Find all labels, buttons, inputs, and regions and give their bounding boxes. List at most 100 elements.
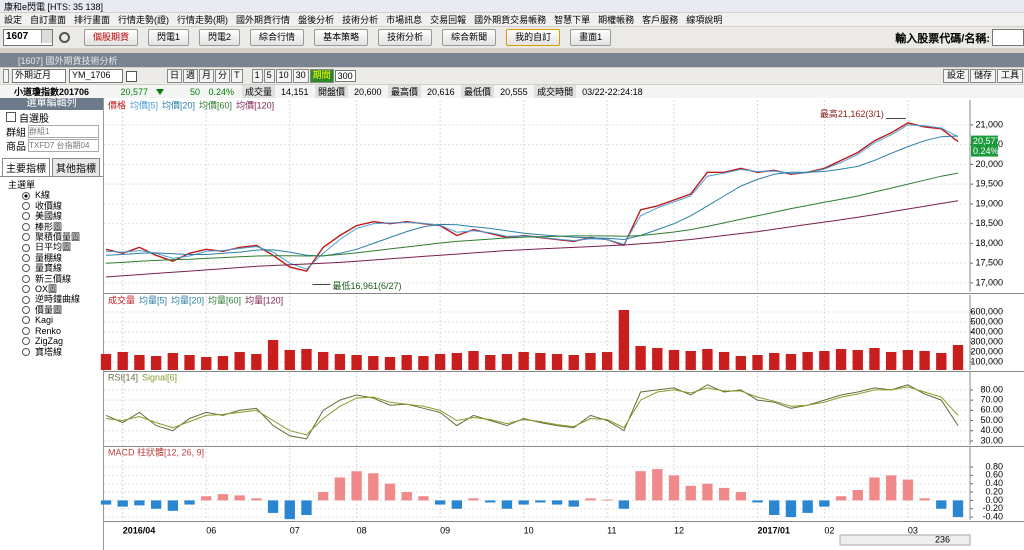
code-combo[interactable]: 1607 [3,29,53,46]
field-select[interactable]: 群組1 [28,124,99,138]
dropdown[interactable]: YM_1706 [69,69,123,83]
menu-item[interactable]: 智慧下單 [554,15,591,25]
window-title-bar: [1607] 國外期貨技術分析 [0,53,1024,67]
tree-item[interactable]: ZigZag [8,336,103,346]
menu-item[interactable]: 市場訊息 [386,15,423,25]
menu-item[interactable]: 交易回報 [430,15,467,25]
tree-label: Kagi [35,315,54,326]
window-title: [1607] 國外期貨技術分析 [18,55,118,66]
menu-item[interactable]: 行情走勢(證) [118,15,170,25]
tool-button[interactable]: 儲存 [969,69,996,83]
menu-item[interactable]: 線項說明 [686,15,723,25]
radio [22,274,30,283]
tree-label: 量棚線 [35,252,63,263]
dropdown-arrow [41,30,52,43]
tree-item[interactable]: 收價線 [8,201,103,211]
menu-item[interactable]: 自訂畫面 [30,15,67,25]
checkbox[interactable] [126,70,137,82]
dropdown-value: 外期近月 [15,70,52,80]
toolbar-button[interactable]: 我的自訂 [506,29,561,46]
menu-item[interactable]: 設定 [4,15,23,25]
play-button[interactable] [3,69,9,83]
chart-area [104,98,1024,550]
tree-item[interactable]: OX圖 [8,284,103,294]
tool-button[interactable]: 工具 [996,69,1023,83]
side-panel: 選單編輯列 自選股 群組 群組1 商品 TXFD7 台指期04 主要指標 其他指標 主選單 K線收… [0,98,104,550]
search-icon[interactable] [59,32,70,43]
field-label: 最高價 [388,85,422,98]
side-header: 選單編輯列 [0,98,103,110]
radio [22,316,30,325]
tab[interactable]: 主要指標 [2,158,50,176]
tree-item[interactable]: Renko [8,326,103,336]
toolbar-button[interactable]: 技術分析 [378,29,433,46]
tree-label: OX圖 [35,284,58,295]
radio [22,233,30,242]
tree-item[interactable]: 日平均圖 [8,242,103,252]
period-button[interactable]: 週 [183,69,199,83]
change: 50 [189,86,200,97]
tree-item[interactable]: 聚積價量圖 [8,232,103,242]
period-button[interactable]: 月 [199,69,215,83]
menu-item[interactable]: 排行畫面 [74,15,111,25]
menu-item[interactable]: 客戶服務 [642,15,679,25]
quote-info: 小道瓊指數201706 20,577 50 0.24% 成交量 14,151 開盤價 20,6… [0,85,1024,98]
tree-item[interactable]: 量棚線 [8,253,103,263]
tree-item[interactable]: K線 [8,190,103,200]
last-price: 20,577 [120,86,148,97]
menu-item[interactable]: 盤後分析 [298,15,335,25]
toolbar-button[interactable]: 綜合行情 [250,29,305,46]
tree-item[interactable]: 新三價線 [8,274,103,284]
tree-root[interactable]: 主選單 [8,180,36,190]
radio [22,337,30,346]
menu-item[interactable]: 國外期貨交易帳務 [474,15,547,25]
menu-item[interactable]: 期權帳務 [598,15,635,25]
field-select[interactable]: TXFD7 台指期04 [28,138,99,152]
menu-item[interactable]: 行情走勢(期) [177,15,229,25]
tree-label: K線 [35,190,51,201]
tab[interactable]: 其他指標 [52,158,100,176]
period-button[interactable]: 分 [215,69,231,83]
tree-item[interactable]: 棒形圖 [8,222,103,232]
field-value: 20,600 [354,86,382,97]
tree-item[interactable]: 美國線 [8,211,103,221]
checkbox[interactable] [6,112,16,122]
tree-item[interactable]: 逆時鐘曲線 [8,294,103,304]
code-value: 1607 [6,31,29,42]
radio [22,285,30,294]
toolbar-button[interactable]: 閃電1 [148,29,190,46]
period-count[interactable]: 300 [334,70,356,82]
toolbar-button[interactable]: 閃電2 [199,29,241,46]
period-label[interactable]: 期間 [309,69,334,83]
menu-item[interactable]: 國外期貨行情 [236,15,291,25]
tool-buttons: 設定 儲存 工具 [942,69,1024,83]
period-button[interactable]: T [231,69,243,83]
menu-bar: 設定 自訂畫面 排行畫面 行情走勢(證) 行情走勢(期) 國外期貨行情 盤後分析 技術分析 市場… [0,13,1024,26]
field-label: 成交時間 [534,85,577,98]
toolbar-button[interactable]: 畫面1 [570,29,612,46]
tool-button[interactable]: 設定 [942,69,969,83]
field-row: 商品 TXFD7 台指期04 [0,138,103,153]
toolbar-button[interactable]: 個股期貨 [84,29,139,46]
toolbar-button[interactable]: 綜合新聞 [442,29,497,46]
minute-button[interactable]: 30 [292,69,309,83]
checkbox-row: 自選股 [0,110,103,125]
minute-button[interactable]: 10 [275,69,292,83]
tree-item[interactable]: 量寶線 [8,263,103,273]
tree-label: 收價線 [35,200,63,211]
tree-item[interactable]: 寶塔線 [8,347,103,357]
radio [22,243,30,252]
minute-button[interactable]: 5 [263,69,275,83]
tree-item[interactable]: 價量圖 [8,305,103,315]
menu-item[interactable]: 技術分析 [342,15,379,25]
tree: 主選單 K線 收價線 美國線 棒形圖 聚積價量圖 日平均圖 量棚線 量寶線 新三價線 OX圖 逆時鐘曲… [0,177,103,357]
field-value: 20,616 [427,86,455,97]
dropdown[interactable]: 外期近月 [12,69,66,83]
radio [22,222,30,231]
toolbar-button[interactable]: 基本策略 [314,29,369,46]
minute-button[interactable]: 1 [251,69,263,83]
tree-item[interactable]: Kagi [8,315,103,325]
search-input[interactable] [992,29,1024,46]
period-button[interactable]: 日 [167,69,183,83]
dropdown-value: YM_1706 [72,70,111,80]
